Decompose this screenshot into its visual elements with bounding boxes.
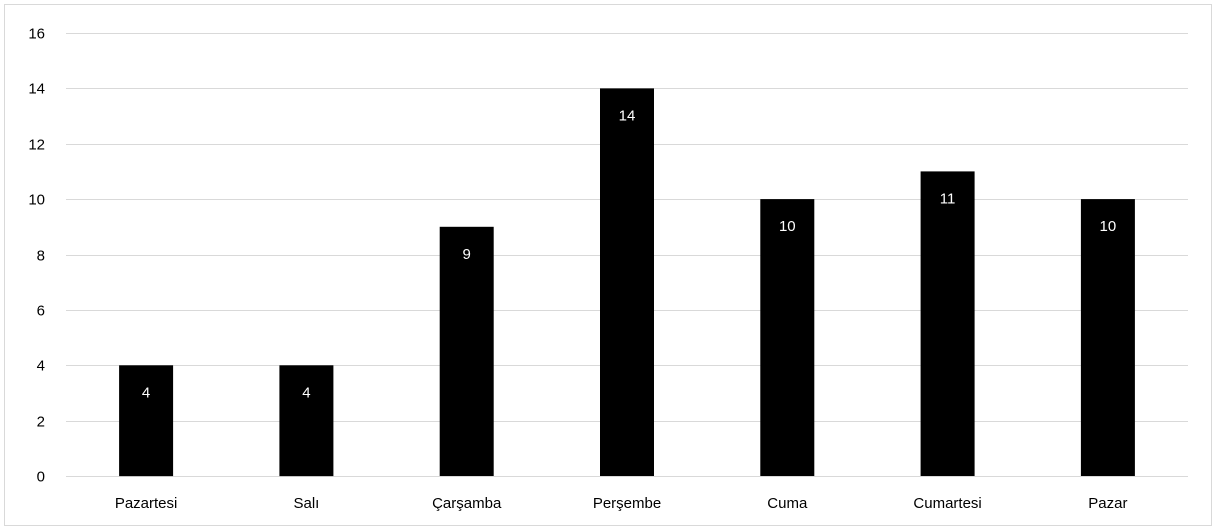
data-label: 11 — [940, 190, 956, 207]
x-axis-tick-labels: Pazartesi Salı Çarşamba Perşembe Cuma Cumarte… — [115, 495, 1128, 512]
y-tick-label: 6 — [37, 303, 45, 320]
x-tick-label: Çarşamba — [432, 495, 502, 512]
y-tick-label: 4 — [37, 358, 45, 375]
y-tick-label: 16 — [28, 26, 45, 43]
x-tick-label: Pazartesi — [115, 495, 178, 512]
y-tick-label: 2 — [37, 414, 45, 431]
bar-1 — [279, 365, 334, 477]
y-tick-label: 14 — [28, 81, 45, 98]
y-axis-tick-labels: 0 2 4 6 8 10 12 14 16 — [28, 26, 45, 486]
data-label: 14 — [619, 107, 636, 124]
bar-2 — [439, 226, 494, 476]
bars — [119, 88, 1135, 477]
bar-0 — [119, 365, 174, 477]
x-tick-label: Perşembe — [593, 495, 661, 512]
data-label: 4 — [142, 384, 150, 401]
data-label: 10 — [1100, 218, 1117, 235]
data-label: 9 — [463, 246, 471, 263]
data-label: 10 — [779, 218, 796, 235]
bar-3 — [600, 88, 654, 477]
data-labels: 4 4 9 14 10 11 10 — [142, 107, 1116, 401]
bar-chart: 0 2 4 6 8 10 12 14 16 4 4 9 14 10 11 10 Pazartesi Salı Ç… — [28, 26, 1188, 512]
chart-frame: 0 2 4 6 8 10 12 14 16 4 4 9 14 10 11 10 Pazartesi Salı Ç… — [4, 4, 1212, 526]
bar-4 — [760, 199, 815, 476]
x-tick-label: Cumartesi — [913, 495, 981, 512]
y-tick-label: 8 — [37, 248, 45, 265]
x-tick-label: Salı — [293, 495, 319, 512]
bar-6 — [1080, 199, 1135, 476]
y-tick-label: 0 — [37, 469, 45, 486]
x-tick-label: Cuma — [767, 495, 808, 512]
y-tick-label: 10 — [28, 192, 45, 209]
y-tick-label: 12 — [28, 137, 45, 154]
bar-5 — [920, 171, 975, 476]
data-label: 4 — [302, 384, 310, 401]
x-tick-label: Pazar — [1088, 495, 1127, 512]
